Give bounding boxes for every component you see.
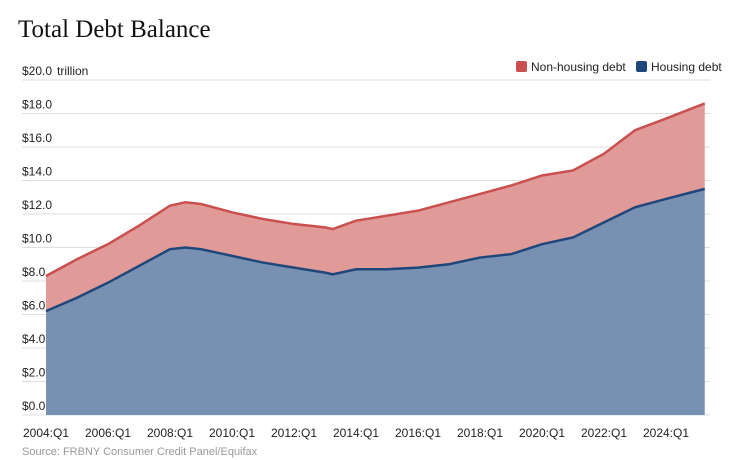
legend-swatch (636, 61, 647, 72)
legend-label: Non-housing debt (531, 60, 626, 74)
x-tick-label: 2016:Q1 (395, 426, 441, 440)
y-tick-label: $12.0 (22, 198, 52, 212)
y-tick-label: $6.0 (22, 299, 46, 313)
x-tick-label: 2014:Q1 (333, 426, 379, 440)
y-tick-label: $0.0 (22, 399, 46, 413)
x-tick-label: 2022:Q1 (581, 426, 627, 440)
x-tick-label: 2010:Q1 (209, 426, 255, 440)
chart-title: Total Debt Balance (18, 16, 211, 43)
y-tick-label: $8.0 (22, 265, 46, 279)
y-tick-label: $16.0 (22, 131, 52, 145)
x-tick-label: 2020:Q1 (519, 426, 565, 440)
x-tick-label: 2004:Q1 (23, 426, 69, 440)
y-tick-label: $2.0 (22, 366, 46, 380)
x-tick-label: 2008:Q1 (147, 426, 193, 440)
y-axis-unit: trillion (57, 64, 88, 78)
y-tick-label: $4.0 (22, 332, 46, 346)
source-note: Source: FRBNY Consumer Credit Panel/Equi… (22, 446, 258, 458)
legend-label: Housing debt (651, 60, 722, 74)
x-tick-label: 2018:Q1 (457, 426, 503, 440)
x-tick-label: 2024:Q1 (643, 426, 689, 440)
x-tick-label: 2012:Q1 (271, 426, 317, 440)
housing-line (45, 187, 706, 313)
legend-swatch (516, 61, 527, 72)
x-tick-label: 2006:Q1 (85, 426, 131, 440)
y-tick-label: $20.0 (22, 64, 52, 78)
y-tick-label: $10.0 (22, 232, 52, 246)
y-tick-label: $18.0 (22, 98, 52, 112)
non-housing-area (46, 103, 705, 312)
y-tick-label: $14.0 (22, 165, 52, 179)
non-housing-line (45, 102, 706, 278)
